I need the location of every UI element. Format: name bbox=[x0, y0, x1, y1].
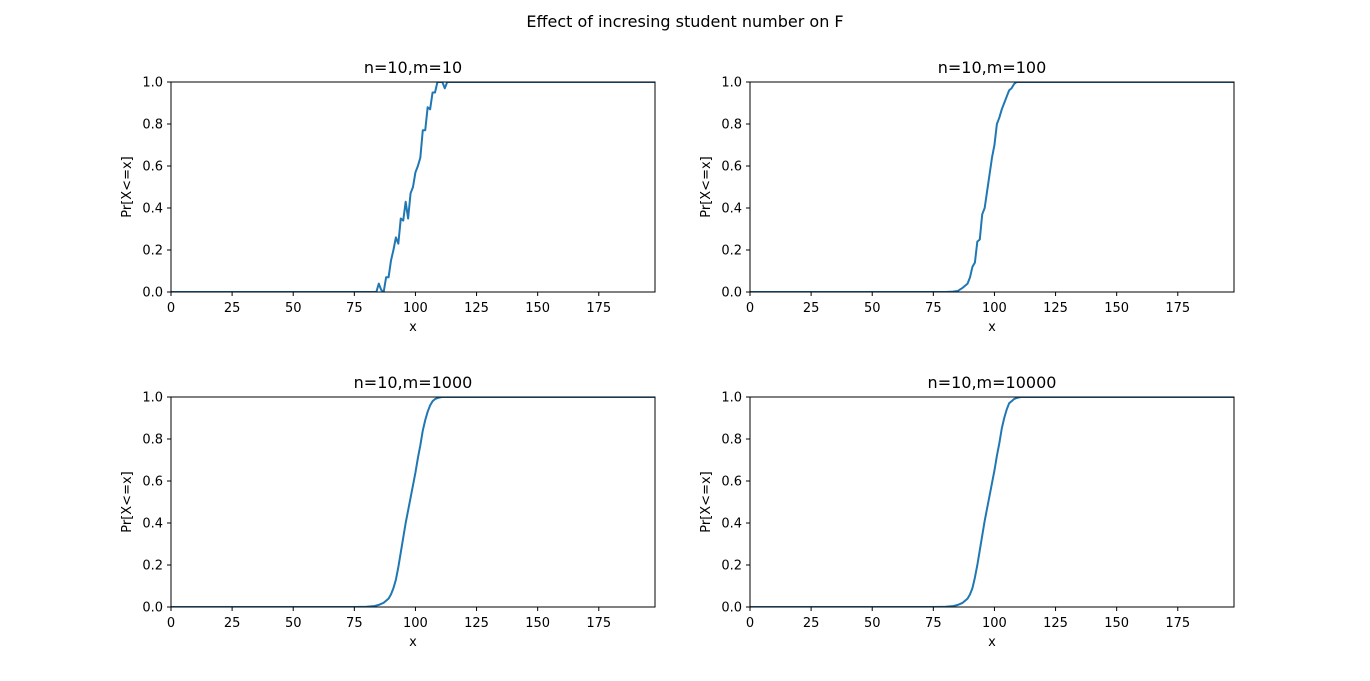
x-tick-label: 25 bbox=[803, 301, 820, 316]
y-tick-label: 1.0 bbox=[721, 391, 742, 406]
x-tick-label: 100 bbox=[982, 616, 1007, 631]
axes-frame bbox=[170, 396, 656, 608]
x-tick-label: 125 bbox=[464, 301, 489, 316]
y-tick-label: 1.0 bbox=[721, 76, 742, 91]
series-line bbox=[171, 397, 655, 607]
series-line bbox=[750, 82, 1234, 292]
y-tick-label: 0.0 bbox=[721, 286, 742, 301]
y-tick-label: 0.2 bbox=[142, 559, 163, 574]
y-tick-label: 0.8 bbox=[721, 433, 742, 448]
y-tick-label: 0.8 bbox=[142, 118, 163, 133]
x-tick-label: 175 bbox=[586, 301, 611, 316]
y-axis-label: Pr[X<=x] bbox=[120, 156, 135, 217]
x-tick-label: 25 bbox=[224, 616, 241, 631]
axes-frame bbox=[749, 396, 1235, 608]
y-tick-label: 0.6 bbox=[721, 475, 742, 490]
y-axis-label: Pr[X<=x] bbox=[699, 156, 714, 217]
y-axis-label: Pr[X<=x] bbox=[120, 471, 135, 532]
axes-frame bbox=[749, 81, 1235, 293]
subplot-title: n=10,m=1000 bbox=[354, 373, 473, 392]
x-tick-label: 25 bbox=[803, 616, 820, 631]
y-axis-label: Pr[X<=x] bbox=[699, 471, 714, 532]
x-axis-label: x bbox=[409, 320, 417, 335]
y-tick-label: 0.6 bbox=[142, 160, 163, 175]
x-tick-label: 125 bbox=[1043, 616, 1068, 631]
y-tick-label: 0.0 bbox=[142, 286, 163, 301]
x-tick-label: 50 bbox=[285, 616, 302, 631]
figure-title: Effect of incresing student number on F bbox=[526, 12, 843, 31]
x-tick-label: 75 bbox=[925, 301, 942, 316]
subplot-title: n=10,m=10000 bbox=[928, 373, 1057, 392]
subplot-3: n=10,m=1000 0.0 0.2 0.4 0.6 0.8 1.0 0 25 50 75 100 1… bbox=[120, 373, 656, 650]
x-tick-label: 0 bbox=[167, 616, 175, 631]
y-tick-label: 0.4 bbox=[721, 202, 742, 217]
x-axis-label: x bbox=[409, 635, 417, 650]
x-tick-label: 75 bbox=[925, 616, 942, 631]
x-tick-label: 125 bbox=[1043, 301, 1068, 316]
y-tick-label: 1.0 bbox=[142, 391, 163, 406]
y-tick-label: 0.2 bbox=[721, 244, 742, 259]
x-tick-label: 125 bbox=[464, 616, 489, 631]
x-tick-label: 75 bbox=[346, 616, 363, 631]
series-line bbox=[750, 397, 1234, 607]
x-tick-label: 150 bbox=[525, 616, 550, 631]
x-tick-label: 150 bbox=[1104, 301, 1129, 316]
x-tick-label: 25 bbox=[224, 301, 241, 316]
subplot-1: n=10,m=10 0.0 0.2 0.4 0.6 0.8 1.0 0 25 50 75 100 125… bbox=[120, 58, 656, 335]
x-axis-label: x bbox=[988, 635, 996, 650]
x-tick-label: 50 bbox=[864, 616, 881, 631]
subplot-title: n=10,m=10 bbox=[364, 58, 462, 77]
x-tick-label: 75 bbox=[346, 301, 363, 316]
subplot-2: n=10,m=100 0.0 0.2 0.4 0.6 0.8 1.0 0 25 50 75 100 12… bbox=[699, 58, 1235, 335]
series-line bbox=[171, 82, 655, 292]
y-tick-label: 0.0 bbox=[721, 601, 742, 616]
x-tick-label: 50 bbox=[864, 301, 881, 316]
y-tick-label: 0.4 bbox=[142, 517, 163, 532]
y-tick-label: 1.0 bbox=[142, 76, 163, 91]
y-tick-label: 0.4 bbox=[142, 202, 163, 217]
x-tick-label: 100 bbox=[982, 301, 1007, 316]
x-tick-label: 150 bbox=[525, 301, 550, 316]
y-tick-label: 0.8 bbox=[142, 433, 163, 448]
y-tick-label: 0.2 bbox=[142, 244, 163, 259]
x-tick-label: 0 bbox=[167, 301, 175, 316]
subplots-grid: n=10,m=10 0.0 0.2 0.4 0.6 0.8 1.0 0 25 50 75 100 125… bbox=[120, 58, 1235, 650]
y-tick-label: 0.6 bbox=[721, 160, 742, 175]
x-tick-label: 175 bbox=[586, 616, 611, 631]
x-tick-label: 100 bbox=[403, 301, 428, 316]
y-tick-label: 0.0 bbox=[142, 601, 163, 616]
subplot-title: n=10,m=100 bbox=[938, 58, 1047, 77]
x-tick-label: 50 bbox=[285, 301, 302, 316]
y-tick-label: 0.2 bbox=[721, 559, 742, 574]
x-tick-label: 0 bbox=[746, 616, 754, 631]
x-axis-label: x bbox=[988, 320, 996, 335]
x-tick-label: 150 bbox=[1104, 616, 1129, 631]
x-tick-label: 100 bbox=[403, 616, 428, 631]
x-tick-label: 0 bbox=[746, 301, 754, 316]
axes-frame bbox=[170, 81, 656, 293]
y-tick-label: 0.8 bbox=[721, 118, 742, 133]
y-tick-label: 0.4 bbox=[721, 517, 742, 532]
x-tick-label: 175 bbox=[1165, 616, 1190, 631]
x-tick-label: 175 bbox=[1165, 301, 1190, 316]
y-tick-label: 0.6 bbox=[142, 475, 163, 490]
subplot-4: n=10,m=10000 0.0 0.2 0.4 0.6 0.8 1.0 0 25 50 75 100… bbox=[699, 373, 1235, 650]
